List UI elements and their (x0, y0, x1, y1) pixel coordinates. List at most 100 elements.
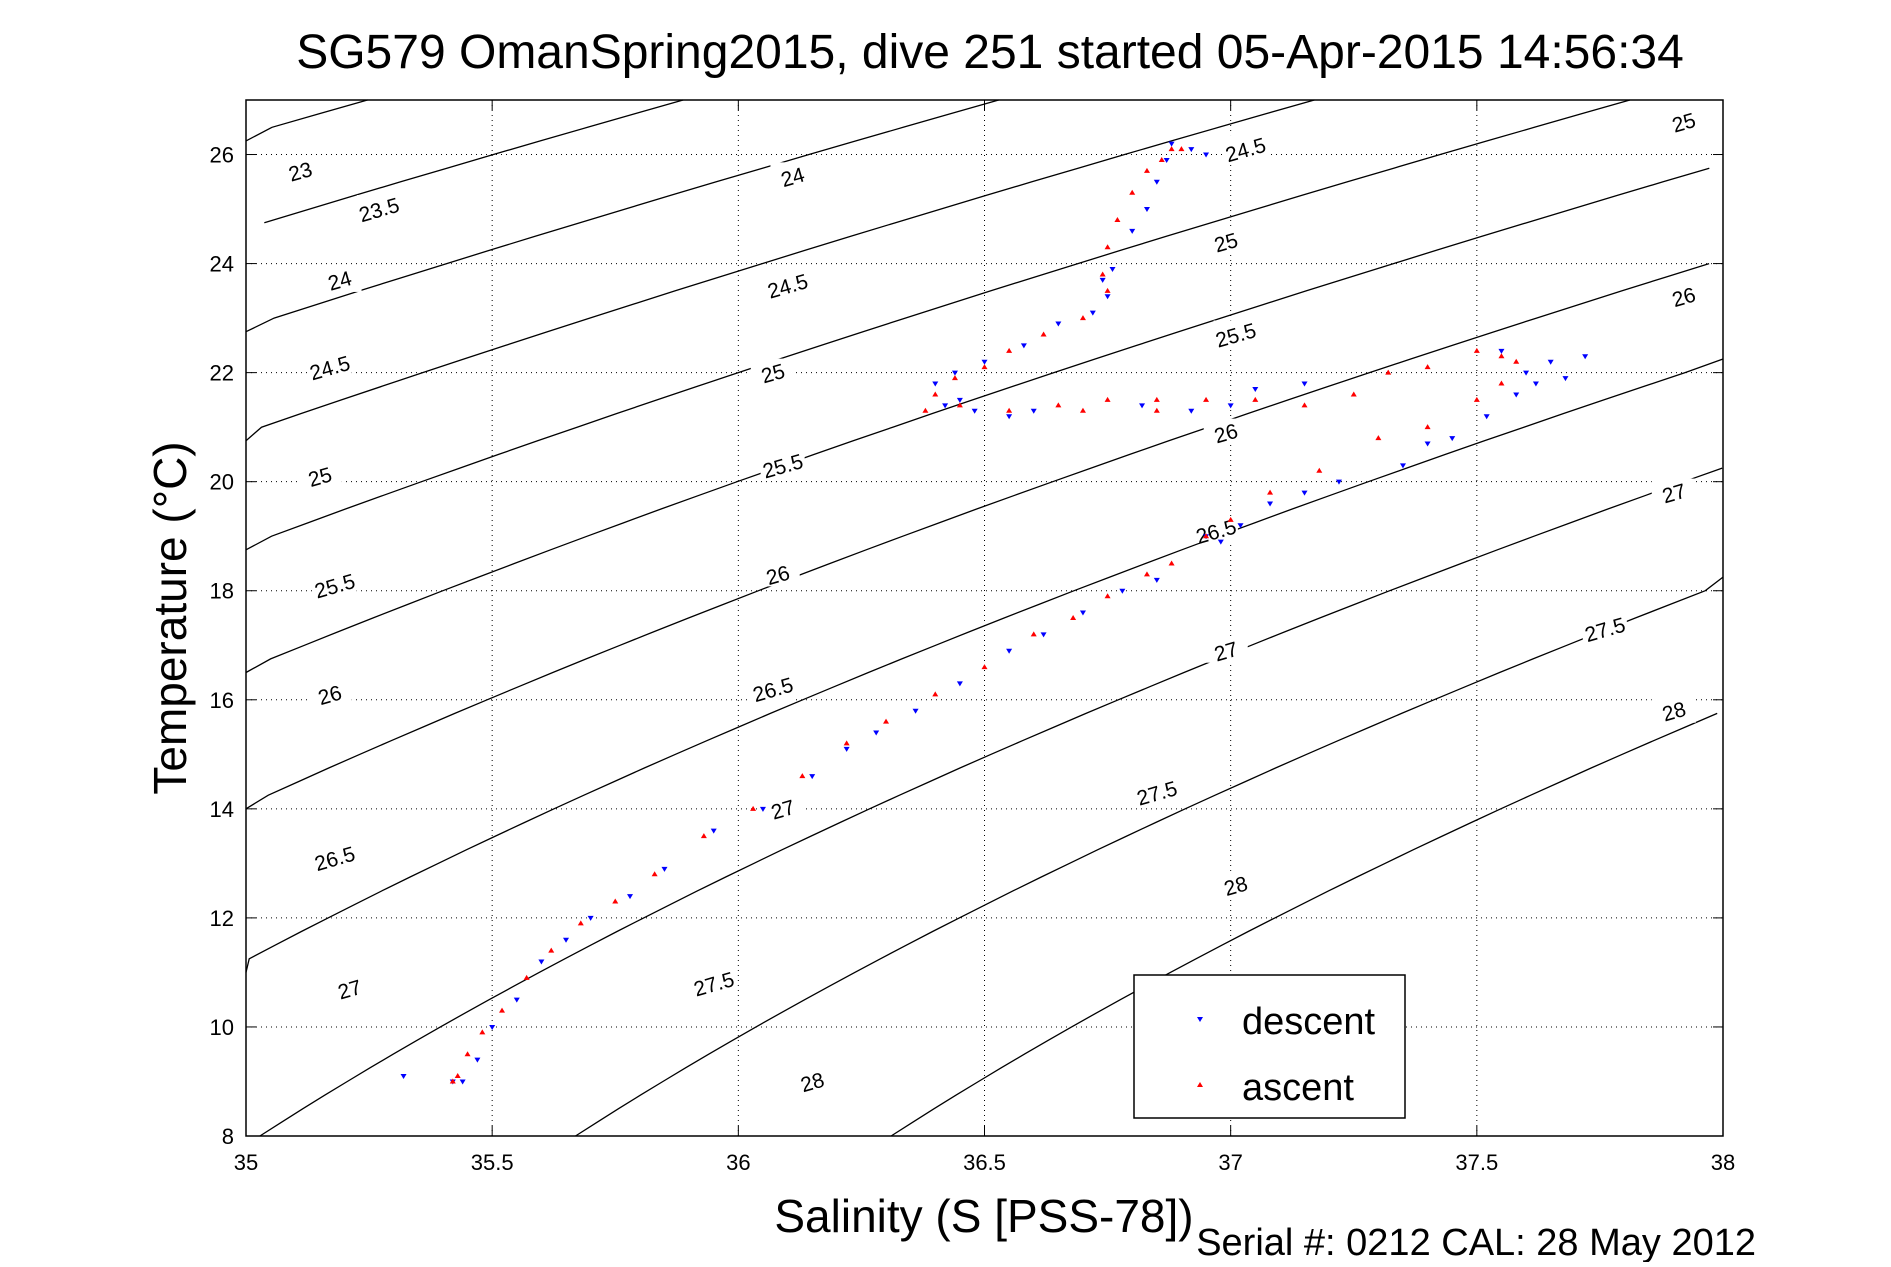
descent-point (873, 730, 880, 736)
y-tick-label: 10 (210, 1015, 234, 1040)
ascent-point (548, 947, 555, 953)
descent-point (400, 1074, 407, 1080)
legend: descent ascent (1133, 974, 1406, 1119)
ascent-point (951, 375, 958, 381)
descent-point (1188, 408, 1195, 414)
ascent-point (1203, 396, 1210, 402)
ascent-point (1158, 156, 1165, 162)
y-tick-label: 26 (210, 143, 234, 168)
ascent-point (700, 833, 707, 839)
contour-label-bg (312, 571, 357, 598)
descent-point (1163, 157, 1170, 163)
ascent-point (1143, 167, 1150, 173)
ascent-point (1350, 391, 1357, 397)
isopycnal-25 (245, 99, 1631, 551)
descent-point (1030, 408, 1037, 414)
ascent-point (981, 664, 988, 670)
ascent-point (1079, 407, 1086, 413)
contour-label-bg (750, 674, 795, 701)
contour-label-bg (790, 1067, 835, 1094)
contour-label-bg (1582, 614, 1627, 641)
descent-point (809, 774, 816, 780)
legend-descent-label: descent (1242, 1001, 1376, 1043)
descent-point (942, 403, 949, 409)
descent-point (1301, 381, 1308, 387)
ascent-point (612, 898, 619, 904)
contour-label-bg (1661, 107, 1706, 134)
plot-area: 2323.52424.52525.52626.5272424.52525.526… (210, 99, 1735, 1175)
contour-label-bg (297, 462, 342, 489)
descent-point (932, 381, 939, 387)
descent-point (563, 937, 570, 943)
ascent-point (1513, 358, 1520, 364)
ascent-point (1099, 271, 1106, 277)
descent-point (1188, 147, 1195, 153)
descent-point (1335, 479, 1342, 485)
descent-point (1006, 414, 1013, 420)
isopycnal-24 (245, 99, 999, 333)
ascent-point (1424, 364, 1431, 370)
descent-point (1006, 648, 1013, 654)
y-tick-label: 12 (210, 906, 234, 931)
descent-point (538, 959, 545, 965)
ascent-point (499, 1007, 506, 1013)
ascent-point (1006, 347, 1013, 353)
legend-box (1133, 974, 1406, 1119)
ascent-point (651, 871, 658, 877)
axis-ticks: 35 35.5 36 36.5 37 37.5 38 8 10 12 14 16 18 20 22 24 26 (210, 100, 1735, 1175)
y-tick-label: 20 (210, 470, 234, 495)
contour-label-bg (307, 680, 352, 707)
ascent-point (1385, 369, 1392, 375)
ascent-point (577, 920, 584, 926)
ascent-point (1498, 380, 1505, 386)
descent-point (981, 359, 988, 365)
descent-point (474, 1057, 481, 1063)
descent-point (1040, 632, 1047, 638)
ascent-point (1079, 315, 1086, 321)
contour-label-bg (307, 353, 352, 380)
ascent-point (1178, 146, 1185, 152)
descent-point (912, 708, 919, 714)
isopycnal-28 (890, 712, 1718, 1137)
chart-title: SG579 OmanSpring2015, dive 251 started 0… (296, 26, 1684, 79)
descent-point (1109, 267, 1116, 273)
y-tick-label: 14 (210, 797, 234, 822)
isopycnal-27 (259, 467, 1723, 1137)
descent-point (489, 1024, 496, 1030)
ascent-point (449, 1078, 456, 1084)
ascent-point (1153, 396, 1160, 402)
ascent-point (464, 1051, 471, 1057)
ascent-point (1203, 533, 1210, 539)
ascent-point (1375, 435, 1382, 441)
series-descent (400, 141, 1589, 1085)
contour-label-bg (755, 560, 800, 587)
descent-point (627, 894, 634, 900)
axes-box (246, 100, 1723, 1136)
descent-point (1139, 403, 1146, 409)
descent-point (587, 915, 594, 921)
ascent-point (1030, 631, 1037, 637)
ascent-point (932, 391, 939, 397)
contour-labels: 2323.52424.52525.52626.5272424.52525.526… (278, 107, 1706, 1097)
descent-point (1582, 354, 1589, 360)
ascent-point (750, 805, 757, 811)
descent-point (951, 370, 958, 376)
ascent-point (843, 740, 850, 746)
descent-point (513, 997, 520, 1003)
ascent-point (1104, 287, 1111, 293)
ascent-point (479, 1029, 486, 1035)
descent-point (1143, 207, 1150, 213)
descent-point (1227, 403, 1234, 409)
ascent-point (1424, 424, 1431, 430)
ascent-point (454, 1073, 461, 1079)
ascent-point (523, 974, 530, 980)
contour-label-bg (1134, 778, 1179, 805)
serial-cal-footer: Serial #: 0212 CAL: 28 May 2012 (1196, 1222, 1756, 1262)
descent-point (1562, 376, 1569, 382)
descent-point (1217, 539, 1224, 545)
y-tick-label: 16 (210, 688, 234, 713)
contour-label-bg (278, 156, 323, 183)
legend-ascent-label: ascent (1242, 1067, 1354, 1109)
ascent-point (1143, 571, 1150, 577)
contour-label-bg (1203, 227, 1248, 254)
